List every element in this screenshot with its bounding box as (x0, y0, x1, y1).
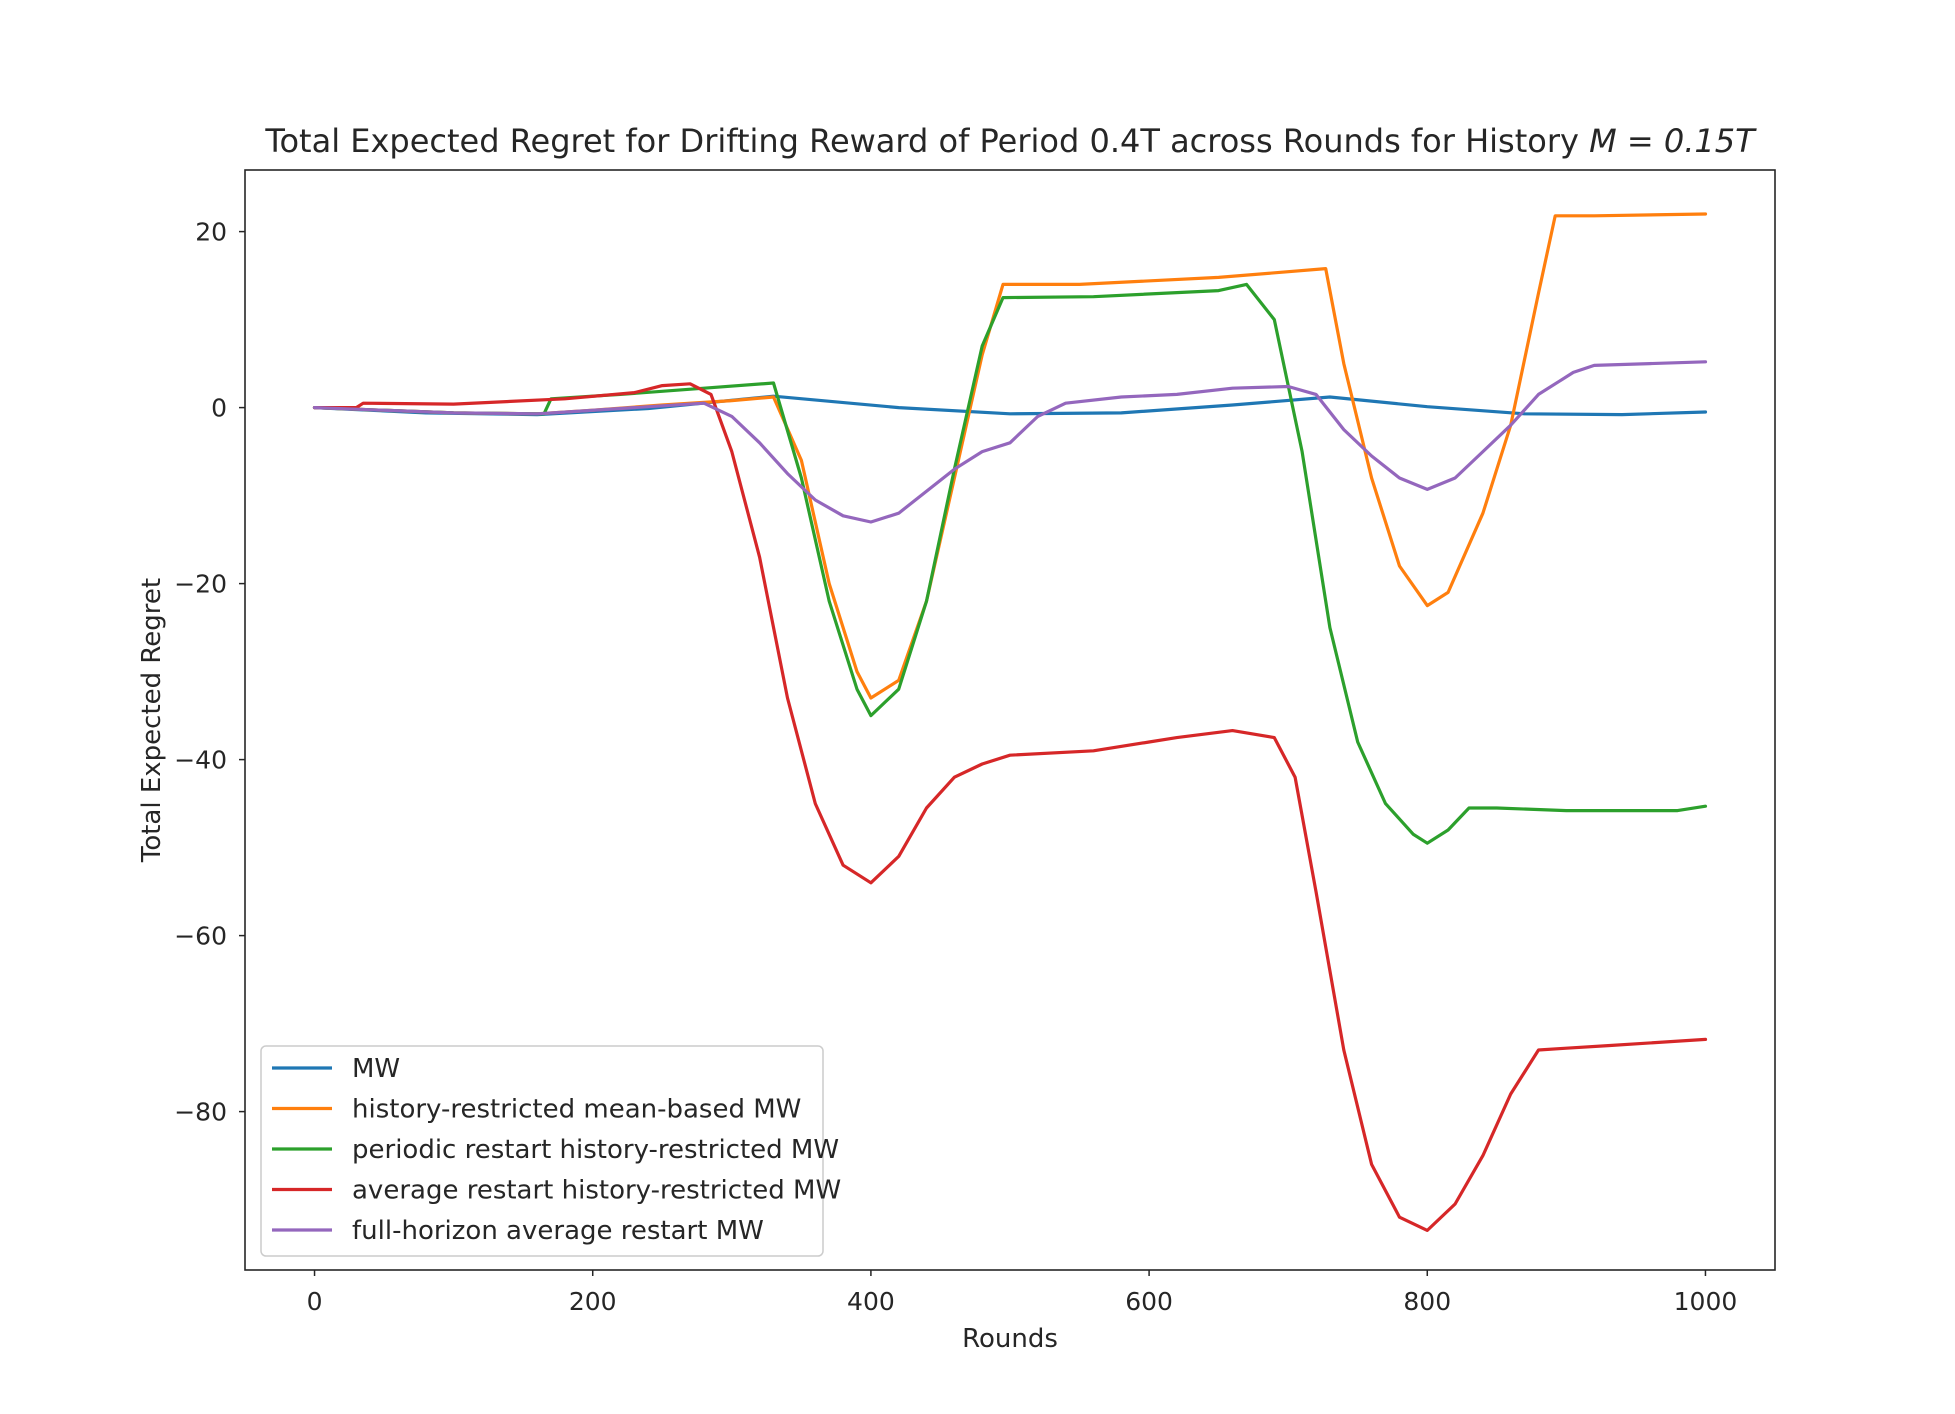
y-tick-label: −60 (174, 922, 227, 951)
x-axis-ticks: 0 200 400 600 800 1000 (307, 1270, 1738, 1316)
series-line-0 (312, 394, 1708, 417)
chart-title-text: Total Expected Regret for Drifting Rewar… (264, 122, 1579, 160)
y-axis-ticks: 20 0 −20 −40 −60 −80 (174, 218, 245, 1127)
series-layer (312, 212, 1708, 1232)
y-tick-label: 20 (195, 218, 227, 247)
x-tick-label: 0 (307, 1287, 323, 1316)
legend-box (260, 1045, 824, 1257)
legend-label: average restart history-restricted MW (352, 1176, 841, 1206)
legend-label: periodic restart history-restricted MW (352, 1135, 839, 1165)
series-line-4 (312, 360, 1708, 524)
x-tick-label: 800 (1403, 1287, 1451, 1316)
series-line-1 (312, 212, 1708, 700)
series-line-3 (312, 382, 1708, 1232)
y-tick-label: −40 (174, 746, 227, 775)
legend-entries: MW history-restricted mean-based MW period… (272, 1054, 841, 1246)
series-line-2 (312, 282, 1708, 845)
y-tick-label: −80 (174, 1098, 227, 1127)
legend-label: full-horizon average restart MW (352, 1216, 764, 1246)
x-tick-label: 400 (847, 1287, 895, 1316)
chart-title-math: M = 0.15T (1589, 122, 1757, 160)
y-tick-label: 0 (211, 394, 227, 423)
legend-label: MW (352, 1054, 400, 1084)
chart-title: Total Expected Regret for Drifting Rewar… (264, 122, 1757, 160)
x-tick-label: 1000 (1674, 1287, 1738, 1316)
legend-label: history-restricted mean-based MW (352, 1095, 801, 1125)
x-axis-label: Rounds (962, 1324, 1058, 1354)
plot-frame (244, 169, 1776, 1271)
y-axis-label: Total Expected Regret (137, 578, 167, 863)
legend: MW history-restricted mean-based MW period… (260, 1045, 841, 1257)
x-tick-label: 200 (569, 1287, 617, 1316)
y-tick-label: −20 (174, 570, 227, 599)
x-tick-label: 600 (1125, 1287, 1173, 1316)
